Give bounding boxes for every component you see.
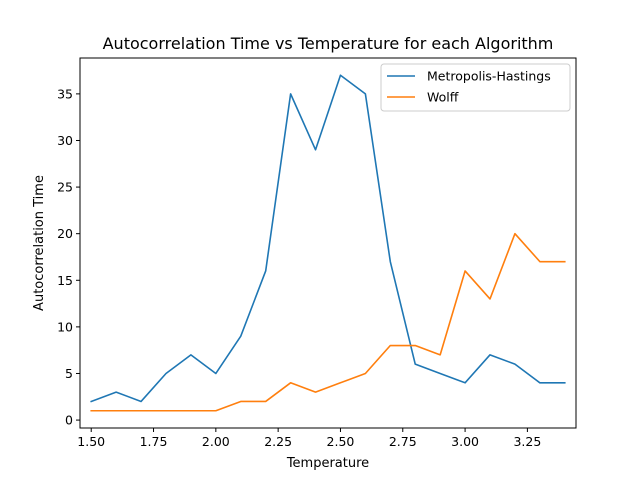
y-tick-label: 35 [57, 86, 73, 101]
x-tick-label: 3.25 [513, 434, 541, 449]
x-axis-label: Temperature [286, 456, 369, 471]
y-tick-label: 20 [57, 226, 73, 241]
x-tick-label: 2.50 [327, 434, 355, 449]
y-tick-label: 15 [57, 273, 73, 288]
y-axis-label: Autocorrelation Time [32, 175, 47, 311]
x-tick-label: 2.00 [202, 434, 230, 449]
y-tick-label: 0 [65, 413, 73, 428]
legend: Metropolis-Hastings Wolff [380, 63, 571, 112]
x-tick-label: 3.00 [451, 434, 479, 449]
y-tick-label: 30 [57, 133, 73, 148]
legend-label-0: Metropolis-Hastings [427, 69, 551, 84]
x-axis-ticks: 1.50 1.75 2.00 2.25 2.50 2.75 3.00 3.25 [77, 428, 541, 449]
chart-title: Autocorrelation Time vs Temperature for … [103, 34, 554, 53]
legend-box [380, 63, 571, 112]
series-line-1 [90, 232, 566, 412]
plot-series [90, 74, 566, 412]
legend-label-1: Wolff [427, 90, 459, 105]
x-tick-label: 1.75 [140, 434, 168, 449]
y-axis-ticks: 0 5 10 15 20 25 30 35 [57, 86, 80, 428]
x-tick-label: 1.50 [77, 434, 105, 449]
x-tick-label: 2.75 [389, 434, 417, 449]
plot-area-frame [79, 57, 577, 429]
y-tick-label: 10 [57, 319, 73, 334]
series-line-0 [90, 74, 566, 403]
y-tick-label: 5 [65, 366, 73, 381]
x-tick-label: 2.25 [264, 434, 292, 449]
y-tick-label: 25 [57, 180, 73, 195]
